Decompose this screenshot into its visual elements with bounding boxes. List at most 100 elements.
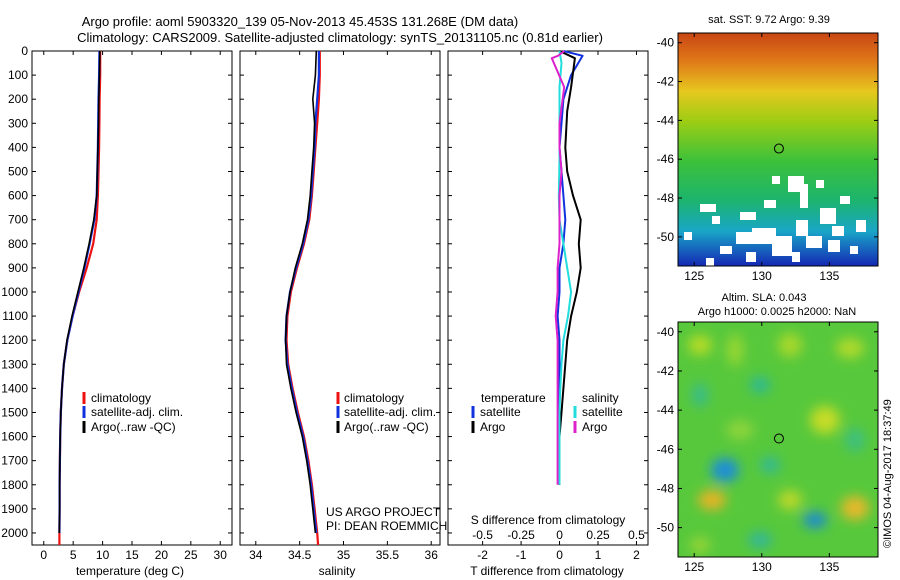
sla-blob [690, 537, 710, 553]
x-tick-label: 0 [556, 548, 563, 562]
sst-field [678, 33, 878, 266]
x-top-tick-label: 0 [556, 528, 563, 542]
depth-tick-label: 2000 [1, 526, 28, 540]
missing-data-cell [840, 196, 850, 204]
sla-blob [726, 420, 754, 440]
sla-blob [692, 383, 708, 407]
series-line-argo-raw-qc- [58, 50, 101, 534]
sla-blob [760, 457, 780, 473]
legend-label-argo: Argo(..raw -QC) [91, 420, 176, 434]
map-lon-label: 130 [752, 269, 772, 283]
sla-map-title-line1: Altim. SLA: 0.043 [722, 292, 807, 304]
x-tick-label: -1 [516, 548, 527, 562]
sla-blob [748, 532, 772, 548]
legend-label-satellite: satellite-adj. clim. [91, 405, 183, 419]
x-tick-label: 25 [184, 548, 198, 562]
difference-axis-label: T difference from climatology [470, 564, 624, 578]
x-tick-label: 10 [96, 548, 110, 562]
depth-tick-label: 900 [8, 261, 28, 275]
missing-data-cell [772, 236, 792, 256]
x-top-tick-label: 0.5 [628, 528, 645, 542]
missing-data-cell [740, 212, 756, 220]
missing-data-cell [816, 180, 824, 188]
sla-anomalies [688, 333, 869, 553]
map-lat-label: -50 [657, 521, 675, 535]
project-annotation: US ARGO PROJECT [326, 505, 441, 519]
sla-blob [836, 338, 864, 358]
depth-tick-label: 1500 [1, 405, 28, 419]
x-tick-label: 34.5 [288, 548, 312, 562]
x-tick-label: 1 [595, 548, 602, 562]
legend-label-satellite: satellite-adj. clim. [344, 405, 436, 419]
sla-map-title-line2: Argo h1000: 0.0025 h2000: NaN [698, 306, 856, 318]
missing-data-cell [736, 232, 752, 244]
temperature-legend: climatology satellite-adj. clim. Argo(..… [82, 391, 183, 434]
difference-x-axis: -2 -1 0 1 2 -0.5 -0.25 0 0.25 0.5 [472, 51, 645, 562]
difference-legend: temperature salinity satellite Argo sate… [471, 391, 623, 434]
sla-field [678, 322, 878, 557]
depth-tick-label: 1100 [2, 309, 28, 323]
missing-data-cell [828, 240, 840, 252]
map-lon-label: 135 [819, 560, 839, 574]
depth-tick-label: 1600 [1, 430, 28, 444]
map-lon-label: 130 [752, 560, 772, 574]
map-lat-label: -42 [657, 364, 675, 378]
salinity-panel-frame [239, 50, 441, 546]
map-lat-label: -48 [657, 481, 675, 495]
salinity-axis-label: salinity [319, 564, 356, 578]
missing-data-cell [820, 208, 836, 224]
missing-data-cell [720, 246, 732, 254]
imos-credit: ©IMOS 04-Aug-2017 18:37:49 [882, 399, 894, 548]
map-lat-label: -44 [657, 403, 675, 417]
legend-title-salinity: salinity [582, 391, 619, 405]
depth-tick-label: 1200 [1, 333, 28, 347]
x-tick-label: 30 [214, 548, 228, 562]
depth-tick-label: 1900 [1, 502, 28, 516]
missing-data-cell [712, 216, 720, 224]
map-lat-label: -44 [657, 113, 675, 127]
x-tick-label: 5 [70, 548, 77, 562]
legend-label-climatology: climatology [91, 391, 151, 405]
sla-blob [750, 377, 770, 393]
temperature-axis-label: temperature (deg C) [76, 564, 184, 578]
depth-tick-label: 500 [8, 164, 28, 178]
sla-blob [688, 335, 712, 355]
x-top-tick-label: -0.25 [507, 528, 535, 542]
depth-axis: 0 100 200 300 400 500 600 700 800 900 1000 1100 1200… [1, 44, 648, 540]
sst-map-title: sat. SST: 9.72 Argo: 9.39 [708, 14, 830, 26]
map-lat-label: -50 [657, 230, 675, 244]
sla-blob [810, 406, 840, 434]
missing-data-cell [706, 258, 714, 266]
series-line-climatology [58, 51, 102, 545]
depth-tick-label: 700 [8, 213, 28, 227]
missing-data-cell [832, 226, 844, 236]
depth-tick-label: 300 [8, 116, 28, 130]
sla-blob [845, 428, 865, 452]
x-tick-label: 15 [125, 548, 139, 562]
map-lat-label: -42 [657, 75, 675, 89]
figure-title-line1: Argo profile: aoml 5903320_139 05-Nov-20… [82, 14, 519, 29]
sst-missing-data [684, 176, 866, 266]
missing-data-cell [684, 232, 692, 240]
missing-data-cell [792, 252, 800, 262]
x-tick-label: 20 [155, 548, 169, 562]
temperature-plot [58, 50, 102, 545]
x-tick-label: 35.5 [376, 548, 400, 562]
sla-blob [778, 490, 802, 510]
sla-map: -40 -42 -44 -46 -48 -50 125 130 135 [657, 321, 879, 574]
depth-tick-label: 1400 [1, 381, 28, 395]
sla-blob [803, 512, 827, 528]
missing-data-cell [796, 220, 808, 236]
missing-data-cell [800, 184, 808, 208]
x-tick-label: 2 [633, 548, 640, 562]
legend-label-salinity-satellite: satellite [582, 405, 623, 419]
difference-panel-frame [447, 50, 649, 546]
x-tick-label: -2 [477, 548, 488, 562]
depth-tick-label: 600 [8, 189, 28, 203]
map-lat-label: -40 [657, 36, 675, 50]
missing-data-cell [700, 204, 716, 212]
x-tick-label: 36 [425, 548, 439, 562]
series-line-salinity-argo [550, 50, 566, 485]
map-lat-label: -46 [657, 442, 675, 456]
